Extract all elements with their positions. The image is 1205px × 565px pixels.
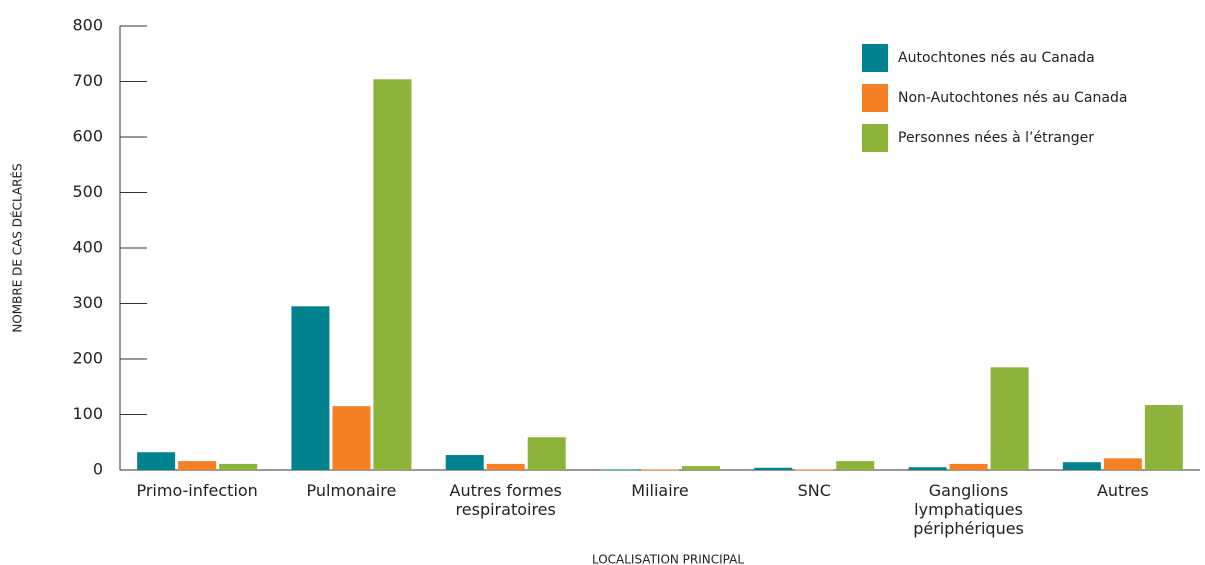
bar [486,463,525,470]
legend-swatch [862,124,888,152]
legend-label: Non-Autochtones nés au Canada [898,90,1127,106]
x-tick-label: Miliaire [631,481,689,500]
bar [795,469,834,471]
bar [332,406,371,470]
x-tick-label: Autres formes respiratoires [449,481,562,519]
bar [908,467,947,470]
x-tick-label: Autres [1096,481,1149,500]
bar [291,306,330,470]
x-tick-label: Ganglions lymphatiques périphériques [913,481,1024,538]
y-tick-label: 800 [72,16,103,35]
y-axis-label: NOMBRE DE CAS DÉCLARÉS [10,163,25,332]
legend-label: Personnes nées à l’étranger [898,130,1094,146]
y-tick-label: 400 [72,238,103,257]
bar [682,466,720,470]
bar [178,461,217,470]
bar [754,467,793,470]
x-tick-label: SNC [797,481,831,500]
y-tick-label: 600 [72,127,103,146]
legend-swatch [862,84,888,112]
legend-label: Autochtones nés au Canada [898,50,1095,66]
bar [949,463,988,470]
y-tick-label: 0 [93,460,103,479]
bar [1103,458,1142,470]
y-tick-label: 300 [72,293,103,312]
x-tick-label: Pulmonaire [306,481,397,500]
bar [373,79,412,470]
x-axis-label: LOCALISATION PRINCIPAL [592,553,744,565]
bar [137,452,176,470]
y-tick-label: 200 [72,349,103,368]
bar [836,461,875,470]
bar [219,463,258,470]
legend-swatch [862,44,888,72]
bar [527,437,566,470]
bar [600,469,638,471]
bar [445,455,484,470]
y-tick-label: 100 [72,404,103,423]
bar [990,367,1029,470]
x-tick-label: Primo-infection [136,481,258,500]
bar [1062,462,1101,470]
y-tick-label: 700 [72,71,103,90]
y-tick-label: 500 [72,182,103,201]
bar [641,469,679,471]
bar [1144,405,1183,470]
